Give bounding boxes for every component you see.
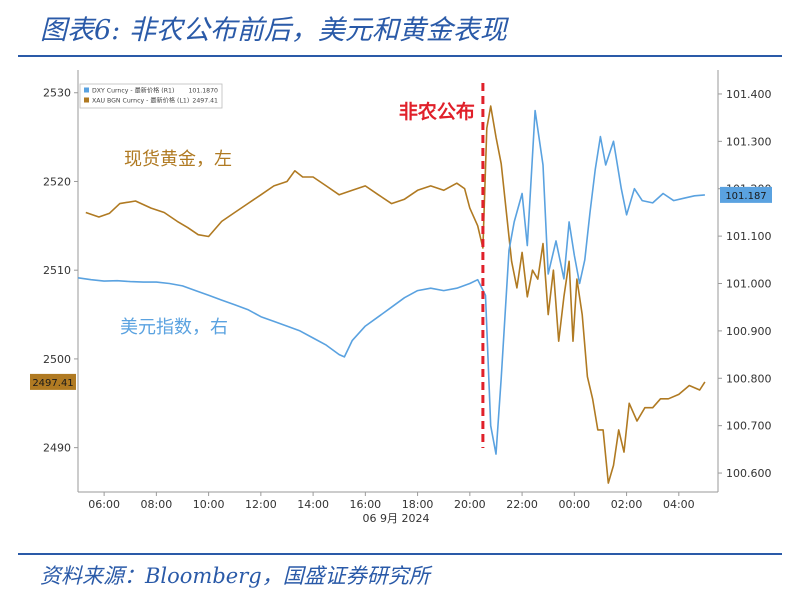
legend-value: 101.1870: [188, 88, 218, 95]
event-label: 非农公布: [399, 100, 475, 123]
x-tick-label: 14:00: [297, 498, 329, 511]
x-tick-label: 00:00: [558, 498, 590, 511]
gold-price-line: [85, 105, 706, 484]
x-tick-label: 08:00: [141, 498, 173, 511]
footer-rule: [18, 553, 782, 555]
x-axis-label: 06 9月 2024: [363, 512, 430, 525]
figure-source: 资料来源：Bloomberg，国盛证券研究所: [40, 564, 430, 588]
right-tick-label: 100.600: [726, 467, 772, 480]
legend-label: XAU BGN Curncy - 最新价格 (L1): [92, 97, 189, 105]
x-tick-label: 10:00: [193, 498, 225, 511]
gold-last-value-tag: [30, 373, 76, 390]
right-tick-label: 100.800: [726, 372, 772, 385]
right-tick-label: 101.300: [726, 135, 772, 148]
left-tick-label: 2510: [43, 264, 71, 277]
legend-swatch: [84, 87, 89, 93]
x-tick-label: 06:00: [88, 498, 120, 511]
left-tick-label: 2500: [43, 353, 71, 366]
dollar-last-value-tag: [720, 186, 772, 203]
legend-swatch: [84, 97, 89, 103]
figure-title: 图表6: 非农公布前后，美元和黄金表现: [40, 15, 507, 46]
x-tick-label: 04:00: [663, 498, 695, 511]
chart-background: [18, 60, 782, 550]
dollar-index-line: [77, 109, 705, 455]
header-rule: [18, 55, 782, 57]
gold-last-value: 2497.41: [32, 378, 73, 389]
legend-box: [79, 83, 223, 109]
dollar-annotation: 美元指数，右: [120, 317, 228, 338]
right-tick-label: 100.700: [726, 420, 772, 433]
gold-annotation: 现货黄金，左: [124, 149, 232, 170]
x-tick-label: 20:00: [454, 498, 486, 511]
right-tick-label: 100.900: [726, 325, 772, 338]
x-tick-label: 16:00: [349, 498, 381, 511]
x-tick-label: 22:00: [506, 498, 538, 511]
x-tick-label: 12:00: [245, 498, 277, 511]
legend-value: 2497.41: [192, 98, 218, 105]
chart-axes: 25302520251025002490101.400101.300101.20…: [43, 70, 772, 525]
series-layer: [77, 105, 706, 484]
left-tick-label: 2520: [43, 175, 71, 188]
dollar-last-value: 101.187: [725, 191, 766, 202]
x-tick-label: 02:00: [611, 498, 643, 511]
legend-label: DXY Curncy - 最新价格 (R1): [92, 87, 174, 95]
left-tick-label: 2530: [43, 87, 71, 100]
right-tick-label: 101.400: [726, 88, 772, 101]
right-tick-label: 101.100: [726, 230, 772, 243]
x-tick-label: 18:00: [402, 498, 434, 511]
right-tick-label: 101.000: [726, 278, 772, 291]
left-tick-label: 2490: [43, 442, 71, 455]
